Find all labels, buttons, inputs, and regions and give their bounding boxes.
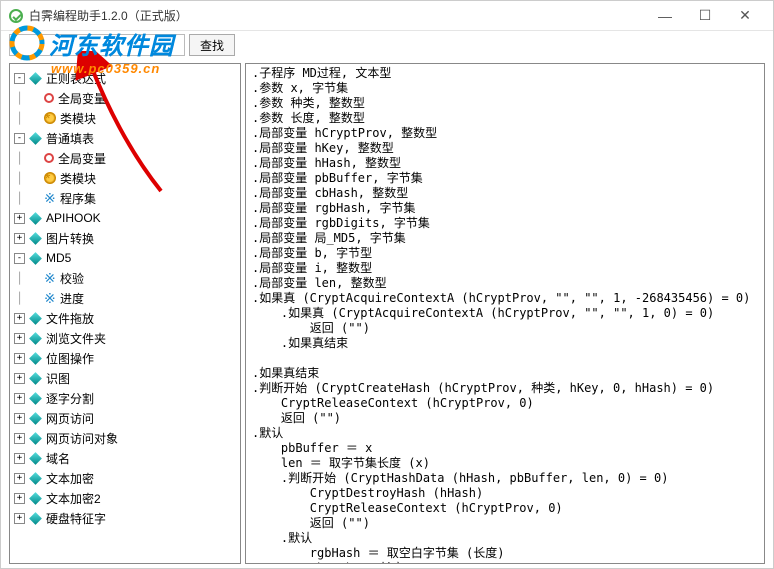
diamond-icon — [29, 472, 42, 485]
tree-label: 全局变量 — [58, 90, 106, 107]
search-button[interactable]: 查找 — [189, 34, 235, 56]
tree-item[interactable]: - MD5 — [12, 248, 238, 268]
diamond-icon — [29, 312, 42, 325]
tree-item[interactable]: + 图片转换 — [12, 228, 238, 248]
main-area: -正则表达式│全局变量│类模块-普通填表│全局变量│类模块│※程序集+APIHO… — [1, 59, 773, 568]
search-input[interactable] — [9, 34, 185, 56]
tree-label: 文件拖放 — [46, 310, 94, 327]
expander-icon[interactable]: + — [14, 453, 25, 464]
expander-icon[interactable]: - — [14, 73, 25, 84]
expander-icon[interactable]: + — [14, 353, 25, 364]
gear-icon — [44, 172, 56, 184]
tree-label: 校验 — [60, 270, 84, 287]
expander-icon[interactable]: + — [14, 493, 25, 504]
tree-item[interactable]: │全局变量 — [12, 148, 238, 168]
toolbar: 查找 — [1, 31, 773, 59]
diamond-icon — [29, 372, 42, 385]
tree-label: 进度 — [60, 290, 84, 307]
diamond-icon — [29, 332, 42, 345]
tree-label: 普通填表 — [46, 130, 94, 147]
tree-item[interactable]: + 硬盘特征字 — [12, 508, 238, 528]
expander-icon[interactable]: - — [14, 253, 25, 264]
tree-label: 识图 — [46, 370, 70, 387]
expander-icon[interactable]: + — [14, 413, 25, 424]
tree-item[interactable]: - 普通填表 — [12, 128, 238, 148]
tree-item[interactable]: + 文本加密2 — [12, 488, 238, 508]
tree-item[interactable]: │※校验 — [12, 268, 238, 288]
tree-item[interactable]: + 文件拖放 — [12, 308, 238, 328]
tree-item[interactable]: + 网页访问对象 — [12, 428, 238, 448]
diamond-icon — [29, 72, 42, 85]
diamond-icon — [29, 392, 42, 405]
diamond-icon — [29, 212, 42, 225]
tree-label: 图片转换 — [46, 230, 94, 247]
tree-item[interactable]: + 浏览文件夹 — [12, 328, 238, 348]
tree-item[interactable]: │※程序集 — [12, 188, 238, 208]
expander-icon[interactable]: + — [14, 433, 25, 444]
tree-label: 网页访问对象 — [46, 430, 118, 447]
expander-icon[interactable]: + — [14, 213, 25, 224]
expander-icon[interactable]: + — [14, 233, 25, 244]
diamond-icon — [29, 232, 42, 245]
tree-label: 域名 — [46, 450, 70, 467]
tree-item[interactable]: + 域名 — [12, 448, 238, 468]
diamond-icon — [29, 492, 42, 505]
diamond-icon — [29, 412, 42, 425]
tree-label: 类模块 — [60, 110, 96, 127]
diamond-icon — [29, 252, 42, 265]
tree-item[interactable]: + 逐字分割 — [12, 388, 238, 408]
tree-item[interactable]: + 文本加密 — [12, 468, 238, 488]
circle-icon — [44, 153, 54, 163]
tree-item[interactable]: + 识图 — [12, 368, 238, 388]
expander-icon[interactable]: + — [14, 473, 25, 484]
tree-label: 正则表达式 — [46, 70, 106, 87]
tree-label: 网页访问 — [46, 410, 94, 427]
tree-label: 类模块 — [60, 170, 96, 187]
tree-item[interactable]: │类模块 — [12, 108, 238, 128]
diamond-icon — [29, 432, 42, 445]
circle-icon — [44, 93, 54, 103]
tree-item[interactable]: │全局变量 — [12, 88, 238, 108]
tree-item[interactable]: + APIHOOK — [12, 208, 238, 228]
app-icon — [9, 9, 23, 23]
tree-item[interactable]: - 正则表达式 — [12, 68, 238, 88]
tree-item[interactable]: │类模块 — [12, 168, 238, 188]
tree-label: 浏览文件夹 — [46, 330, 106, 347]
tree-label: 文本加密 — [46, 470, 94, 487]
diamond-icon — [29, 132, 42, 145]
star-icon: ※ — [44, 272, 56, 284]
tree-item[interactable]: │※进度 — [12, 288, 238, 308]
tree-item[interactable]: + 网页访问 — [12, 408, 238, 428]
minimize-button[interactable]: — — [645, 2, 685, 30]
diamond-icon — [29, 352, 42, 365]
tree-panel[interactable]: -正则表达式│全局变量│类模块-普通填表│全局变量│类模块│※程序集+APIHO… — [9, 63, 241, 564]
star-icon: ※ — [44, 292, 56, 304]
expander-icon[interactable]: + — [14, 513, 25, 524]
window-title: 白霁编程助手1.2.0（正式版） — [29, 7, 645, 24]
maximize-button[interactable]: ☐ — [685, 2, 725, 30]
code-panel[interactable]: .子程序 MD过程, 文本型 .参数 x, 字节集 .参数 种类, 整数型 .参… — [245, 63, 765, 564]
diamond-icon — [29, 512, 42, 525]
titlebar: 白霁编程助手1.2.0（正式版） — ☐ ✕ — [1, 1, 773, 31]
window-controls: — ☐ ✕ — [645, 2, 765, 30]
expander-icon[interactable]: + — [14, 333, 25, 344]
tree-label: MD5 — [46, 251, 71, 265]
diamond-icon — [29, 452, 42, 465]
tree-label: 文本加密2 — [46, 490, 101, 507]
star-icon: ※ — [44, 192, 56, 204]
tree-label: 硬盘特征字 — [46, 510, 106, 527]
expander-icon[interactable]: + — [14, 393, 25, 404]
tree-label: APIHOOK — [46, 211, 101, 225]
tree-label: 逐字分割 — [46, 390, 94, 407]
expander-icon[interactable]: - — [14, 133, 25, 144]
tree-label: 位图操作 — [46, 350, 94, 367]
tree-label: 程序集 — [60, 190, 96, 207]
expander-icon[interactable]: + — [14, 373, 25, 384]
expander-icon[interactable]: + — [14, 313, 25, 324]
tree-label: 全局变量 — [58, 150, 106, 167]
gear-icon — [44, 112, 56, 124]
close-button[interactable]: ✕ — [725, 2, 765, 30]
tree-item[interactable]: + 位图操作 — [12, 348, 238, 368]
